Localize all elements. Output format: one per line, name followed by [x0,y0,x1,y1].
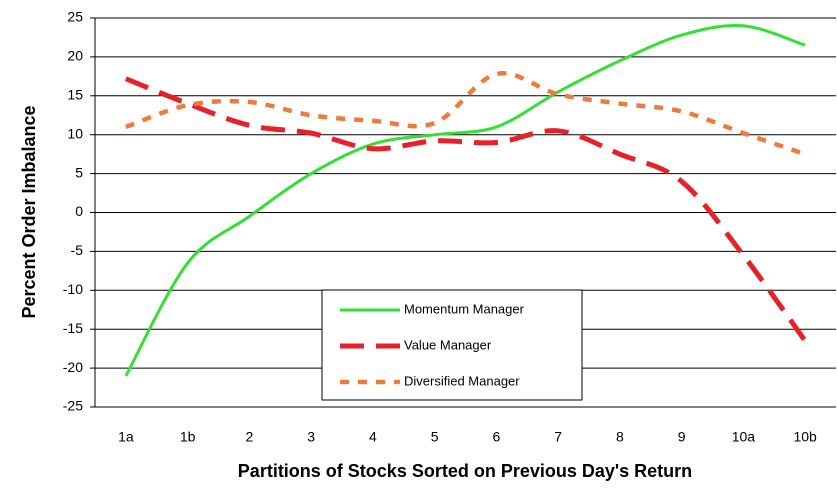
x-tick-label: 2 [245,429,253,445]
x-tick-label: 5 [431,429,439,445]
series-line [125,71,806,157]
y-tick-label: 10 [67,125,83,141]
series-line [124,23,806,377]
y-tick-label: 20 [67,48,83,64]
y-axis-title: Percent Order Imbalance [19,105,39,318]
y-tick-label: -20 [63,359,83,375]
x-tick-label: 10a [732,429,756,445]
y-tick-label: 25 [67,9,83,25]
x-tick-label: 1a [118,429,134,445]
y-tick-label: -15 [63,320,83,336]
x-tick-label: 9 [678,429,686,445]
x-tick-label: 7 [554,429,562,445]
legend-label: Value Manager [404,337,492,352]
x-axis-title: Partitions of Stocks Sorted on Previous … [238,461,692,481]
x-tick-label: 6 [492,429,500,445]
series-line [124,76,808,343]
x-tick-label: 4 [369,429,377,445]
y-tick-label: -5 [71,242,84,258]
x-tick-label: 10b [793,429,817,445]
y-tick-label: -10 [63,281,83,297]
y-tick-label: 15 [67,87,83,103]
legend-label: Diversified Manager [404,373,520,388]
y-tick-label: 0 [75,203,83,219]
x-tick-label: 3 [307,429,315,445]
x-tick-label: 8 [616,429,624,445]
x-tick-label: 1b [180,429,196,445]
legend-label: Momentum Manager [404,301,525,316]
y-tick-label: -25 [63,398,83,414]
y-tick-label: 5 [75,164,83,180]
